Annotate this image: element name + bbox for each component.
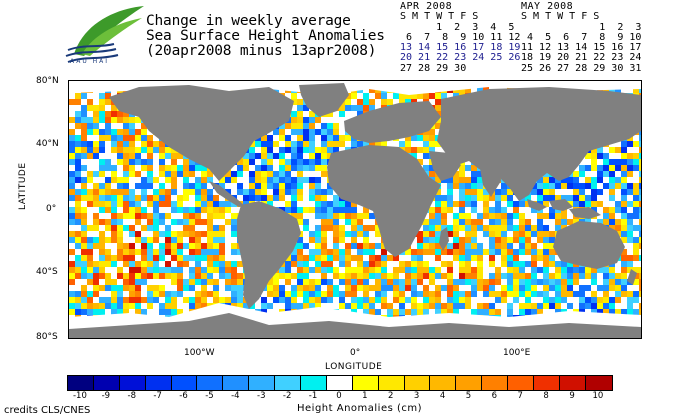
- colorbar-swatch: [352, 376, 379, 390]
- lon-tick-label: 0°: [350, 348, 361, 358]
- title-line-1: Change in weekly average: [146, 13, 351, 29]
- calendar-week: 1 2 3 4 5: [400, 21, 515, 33]
- colorbar-tick-label: 3: [413, 391, 420, 401]
- colorbar-swatch: [249, 376, 276, 390]
- colorbar-swatch: [275, 376, 302, 390]
- chart-title: Change in weekly average Sea Surface Hei…: [146, 14, 385, 59]
- colorbar-swatch: [456, 376, 483, 390]
- colorbar-tick-label: 7: [517, 391, 523, 401]
- lat-tick-label: 40°S: [36, 267, 58, 277]
- colorbar-swatch: [559, 376, 586, 390]
- colorbar-tick-label: -4: [231, 391, 240, 401]
- colorbar-swatch: [301, 376, 327, 390]
- title-line-3: (20apr2008 minus 13apr2008): [146, 43, 377, 59]
- colorbar-tick-label: 2: [388, 391, 394, 401]
- colorbar-swatch: [145, 376, 172, 390]
- calendar-week: 25 26 27 28 29 30 31: [521, 62, 642, 74]
- calendar-title: MAY 2008: [521, 1, 574, 12]
- colorbar-swatch: [326, 376, 353, 390]
- colorbar: [67, 375, 613, 391]
- logo-text: AAU HAI: [70, 58, 110, 65]
- colorbar-swatch: [378, 376, 405, 390]
- longitude-axis-title: LONGITUDE: [325, 362, 383, 372]
- colorbar-swatch: [119, 376, 146, 390]
- colorbar-swatch: [534, 376, 560, 390]
- calendar-week: 1 2 3: [521, 21, 642, 33]
- colorbar-swatch: [482, 376, 509, 390]
- title-line-2: Sea Surface Height Anomalies: [146, 28, 385, 44]
- colorbar-swatch: [197, 376, 224, 390]
- calendar-week: 4 5 6 7 8 9 10: [521, 31, 642, 43]
- calendar-week-highlight: 20 21 22 23 24 25 26: [400, 52, 521, 64]
- colorbar-tick-label: 5: [465, 391, 472, 401]
- credits-text: credits CLS/CNES: [4, 405, 91, 416]
- colorbar-swatch: [68, 376, 94, 390]
- lat-tick-label: 80°N: [36, 76, 59, 86]
- colorbar-tick-label: 8: [543, 391, 549, 401]
- colorbar-tick-label: -2: [282, 391, 292, 401]
- lon-tick-label: 100°W: [184, 348, 215, 358]
- calendar-title: APR 2008: [400, 1, 453, 12]
- colorbar-swatch: [93, 376, 120, 390]
- calendar-week: 6 7 8 9 10 11 12: [400, 31, 521, 43]
- calendar-week-highlight: 13 14 15 16 17 18 19: [400, 42, 521, 54]
- lat-tick-label: 40°N: [36, 139, 59, 149]
- lat-tick-label: 80°S: [36, 332, 58, 342]
- calendar-april: APR 2008 S M T W T F S 1 2 3 4 5 6 7 8 9…: [400, 1, 521, 74]
- colorbar-tick-label: 0: [336, 391, 342, 401]
- colorbar-tick-label: -9: [101, 391, 111, 401]
- calendar-days-header: S M T W T F S: [400, 11, 479, 23]
- colorbar-tick-label: -8: [127, 391, 136, 401]
- colorbar-title: Height Anomalies (cm): [297, 403, 423, 414]
- colorbar-tick-label: 4: [439, 391, 446, 401]
- calendar-week: 11 12 13 14 15 16 17: [521, 42, 642, 54]
- colorbar-swatch: [223, 376, 250, 390]
- calendar-days-header: S M T W T F S: [521, 11, 600, 23]
- colorbar-swatch: [171, 376, 198, 390]
- colorbar-swatch: [430, 376, 457, 390]
- colorbar-tick-label: -3: [257, 391, 266, 401]
- colorbar-tick-label: -1: [308, 391, 318, 401]
- colorbar-tick-label: -10: [72, 391, 87, 401]
- colorbar-tick-label: -7: [153, 391, 162, 401]
- colorbar-swatch: [508, 376, 535, 390]
- lat-tick-label: 0°: [46, 204, 57, 214]
- sea-height-map: [68, 80, 642, 339]
- map-canvas: [69, 81, 641, 338]
- colorbar-swatch: [404, 376, 431, 390]
- colorbar-swatch: [585, 376, 612, 390]
- calendar-may: MAY 2008 S M T W T F S 1 2 3 4 5 6 7 8 9…: [521, 1, 642, 74]
- colorbar-tick-label: 1: [362, 391, 368, 401]
- colorbar-tick-label: 9: [569, 391, 575, 401]
- colorbar-tick-label: 10: [592, 391, 604, 401]
- calendar-week: 18 19 20 21 22 23 24: [521, 52, 642, 64]
- colorbar-tick-label: -6: [179, 391, 188, 401]
- lon-tick-label: 100°E: [503, 348, 531, 358]
- colorbar-tick-labels: -10 -9 -8 -7 -6 -5 -4 -3 -2 -1 0 1 2 3 4 5 6 7 8 9 10: [67, 391, 643, 401]
- calendar-week: 27 28 29 30: [400, 62, 467, 74]
- colorbar-tick-label: -5: [205, 391, 214, 401]
- land-layer: [69, 83, 641, 338]
- aviso-logo: [64, 4, 146, 74]
- colorbar-tick-label: 6: [491, 391, 498, 401]
- latitude-axis-title: LATITUDE: [18, 162, 28, 210]
